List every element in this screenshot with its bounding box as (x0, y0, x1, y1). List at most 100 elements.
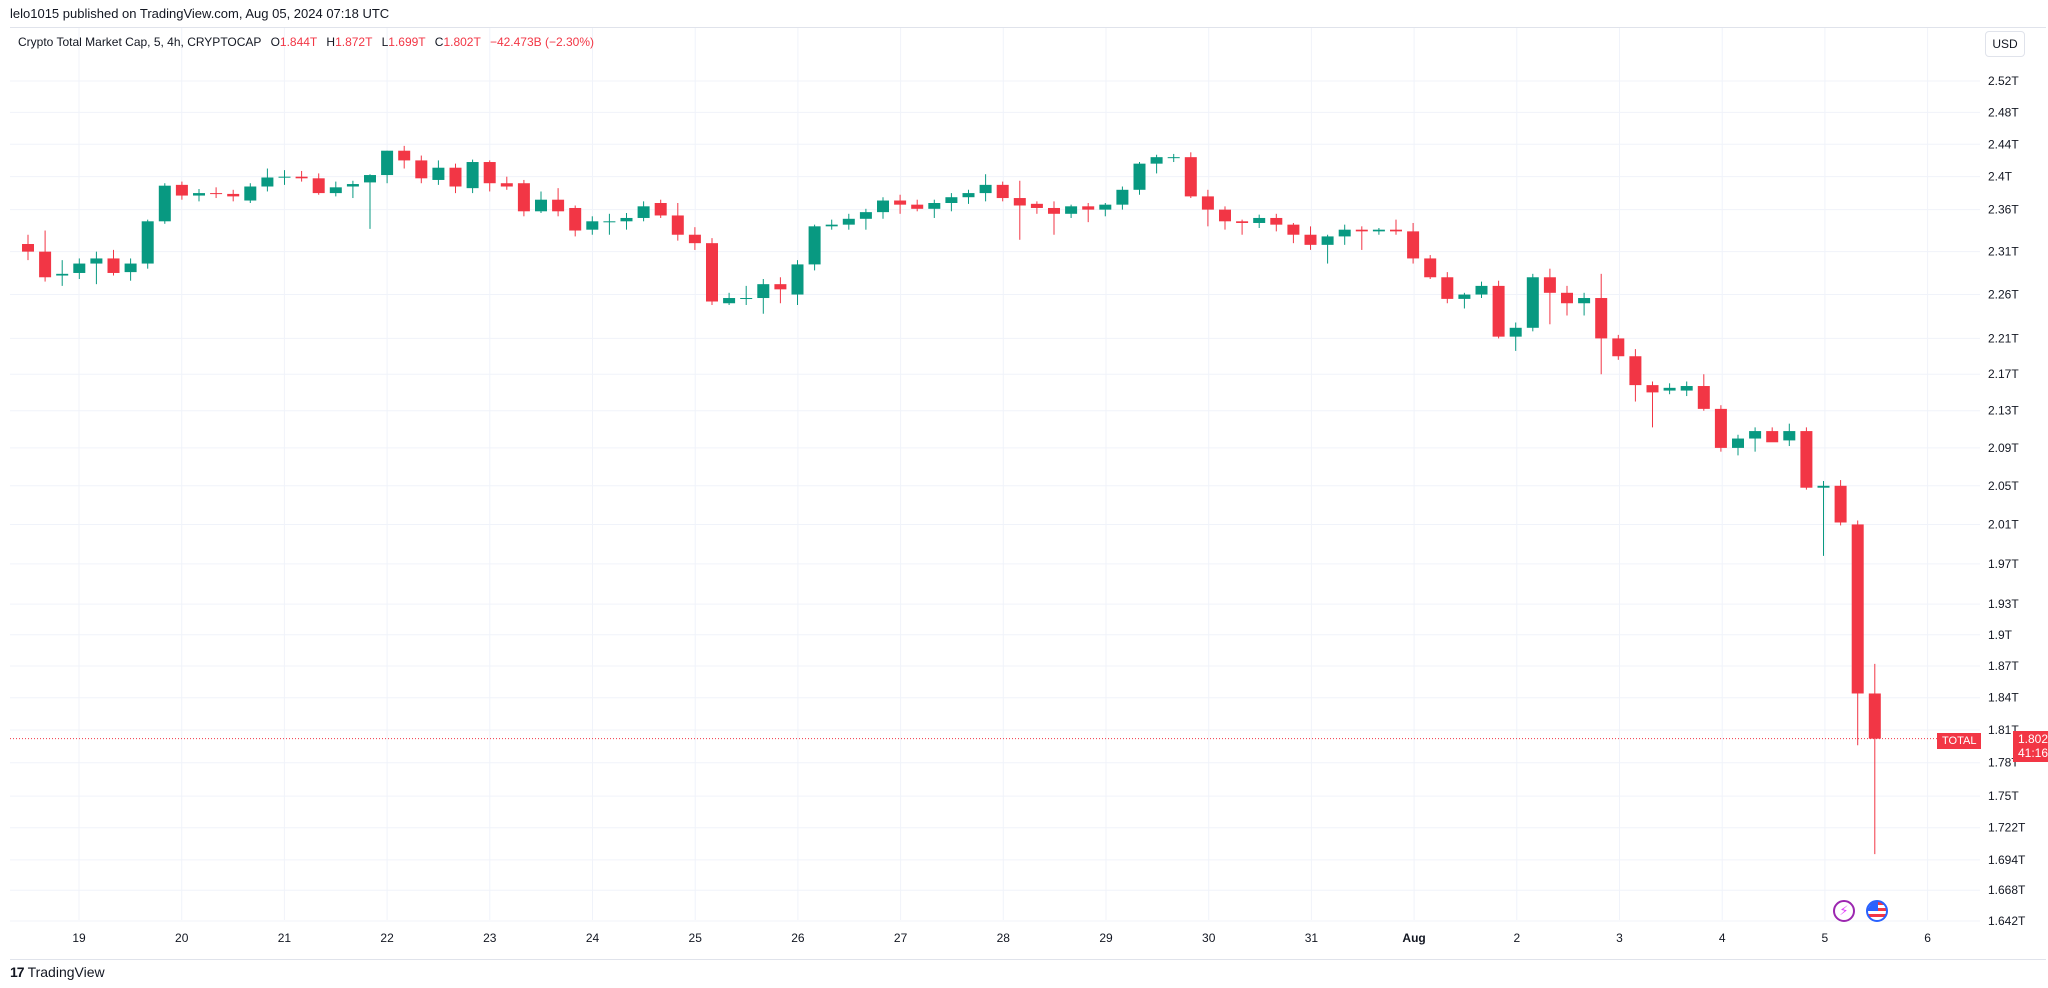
tradingview-logo-icon: 17 (10, 964, 25, 980)
candle (483, 160, 496, 192)
candle (1407, 222, 1420, 264)
candle (1167, 153, 1180, 163)
candle (706, 238, 718, 305)
candle (1732, 434, 1744, 456)
x-tick-label: 20 (175, 931, 189, 945)
candle (295, 170, 308, 182)
candle-body (1116, 189, 1129, 205)
candle (1116, 186, 1129, 210)
us-flag-icon[interactable] (1866, 900, 1888, 922)
x-tick-label: 19 (72, 931, 86, 945)
candle (1868, 663, 1881, 855)
candle (1458, 292, 1471, 309)
candle-body (500, 183, 513, 187)
candle-body (1595, 298, 1608, 339)
candle (671, 203, 684, 241)
candle (1697, 374, 1710, 411)
candle (1766, 427, 1779, 443)
candle (1030, 201, 1043, 214)
y-tick-label: 2.36T (1988, 203, 2019, 217)
candle (603, 213, 616, 235)
y-tick-label: 1.93T (1988, 597, 2019, 611)
candle-body (1099, 204, 1112, 210)
low-value: 1.699T (388, 35, 426, 49)
x-tick-label: 28 (997, 931, 1011, 945)
candle-body (740, 298, 753, 300)
candle (244, 183, 257, 204)
y-tick-label: 2.31T (1988, 245, 2019, 259)
y-tick-label: 2.21T (1988, 331, 2019, 345)
tradingview-logo[interactable]: 17 TradingView (10, 962, 105, 982)
candle-body (1783, 431, 1796, 441)
candle-body (56, 273, 69, 276)
candle-body (1663, 387, 1676, 391)
price-axis[interactable]: 2.52T 2.48T 2.44T 2.4T 2.36T 2.31T 2.26T 2.21T 2… (1988, 74, 2026, 928)
candle-body (124, 263, 137, 273)
candle-body (278, 176, 291, 178)
candle-body (1817, 485, 1830, 488)
candle (1287, 222, 1300, 244)
candle (1013, 180, 1026, 240)
candle (791, 260, 804, 305)
candle (261, 168, 274, 192)
candle-body (364, 175, 376, 183)
candle-body (1013, 198, 1026, 206)
candle (928, 199, 941, 218)
candle-body (1338, 229, 1351, 237)
candle (654, 199, 667, 218)
candle-body (688, 234, 701, 244)
candle-body (1150, 157, 1163, 164)
candle (945, 193, 958, 212)
candle-body (449, 167, 462, 187)
candlestick-chart[interactable]: 2.52T 2.48T 2.44T 2.4T 2.36T 2.31T 2.26T 2.21T 2… (0, 0, 2048, 960)
candle-body (1287, 224, 1300, 235)
y-tick-label: 1.642T (1988, 914, 2026, 928)
candle-body (175, 184, 188, 196)
candle-body (1732, 438, 1744, 448)
x-tick-label: 29 (1099, 931, 1113, 945)
candle-body (1167, 157, 1180, 159)
y-tick-label: 2.13T (1988, 404, 2019, 418)
candle-body (1270, 217, 1283, 225)
candle (90, 251, 103, 285)
candle (637, 201, 650, 222)
candle-body (637, 206, 650, 218)
candle (1424, 255, 1437, 279)
candle (1629, 349, 1642, 402)
grid-lines (10, 28, 1980, 922)
candle-body (483, 162, 496, 184)
candle-body (1065, 206, 1078, 214)
candle-body (1321, 236, 1334, 245)
y-tick-label: 2.52T (1988, 74, 2019, 88)
candle (552, 188, 565, 217)
candle (740, 285, 753, 305)
candle-body (1543, 277, 1556, 293)
candle-body (1355, 229, 1368, 232)
chart-frame (10, 27, 2046, 960)
y-tick-label: 1.84T (1988, 691, 2019, 705)
currency-button[interactable]: USD (1985, 31, 2025, 57)
time-axis[interactable]: 19 20 21 22 23 24 25 26 27 28 29 30 31 Aug 2 3 4 5 6 (72, 931, 1931, 945)
candle-body (1424, 258, 1437, 278)
candle-body (432, 167, 445, 180)
low-label: L (381, 35, 389, 49)
candle-body (911, 204, 924, 209)
candle (398, 145, 411, 169)
candle (1526, 273, 1539, 332)
candle-body (517, 183, 530, 212)
candle (73, 258, 86, 279)
candle-body (1680, 386, 1693, 391)
x-tick-label: 27 (894, 931, 908, 945)
candle-body (1612, 338, 1625, 357)
candle (569, 205, 582, 237)
candle (278, 170, 291, 185)
candle (962, 189, 975, 204)
candle (329, 181, 342, 197)
candle-body (1629, 356, 1642, 386)
candle-body (842, 218, 855, 225)
candle-body (295, 176, 308, 179)
x-tick-label: 3 (1616, 931, 1623, 945)
lightning-icon[interactable]: ⚡ (1833, 900, 1855, 922)
candle (1150, 154, 1163, 174)
candle-body (39, 251, 52, 278)
